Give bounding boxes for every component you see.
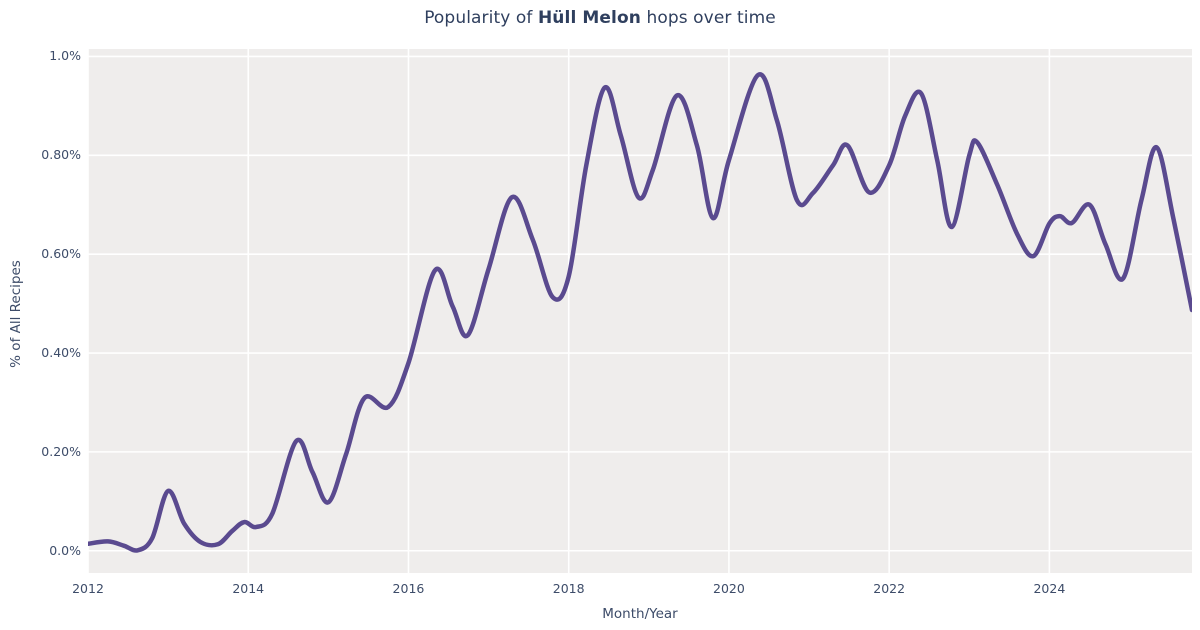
- y-tick-label-0.60%: 0.60%: [41, 246, 81, 262]
- y-tick-label-0.20%: 0.20%: [41, 443, 81, 459]
- x-tick-label-2016: 2016: [392, 581, 425, 596]
- y-tick-label-0.40%: 0.40%: [41, 345, 81, 361]
- x-tick-label-2020: 2020: [713, 581, 745, 596]
- chart-title-suffix: hops over time: [640, 8, 776, 28]
- y-tick-label-1.0%: 1.0%: [49, 48, 81, 64]
- y-tick-label-0.80%: 0.80%: [41, 147, 81, 163]
- chart-title: Popularity of Hüll Melon hops over time: [0, 8, 1200, 28]
- x-tick-label-2018: 2018: [552, 581, 585, 596]
- plot-area: [88, 49, 1192, 573]
- series-line: [88, 72, 1192, 553]
- y-tick-label-0.0%: 0.0%: [49, 542, 81, 558]
- x-tick-label-2012: 2012: [72, 581, 104, 596]
- x-axis-label: Month/Year: [602, 606, 678, 622]
- chart-title-hop-name: Hüll Melon: [537, 8, 641, 28]
- x-tick-label-2022: 2022: [873, 581, 906, 596]
- plot-canvas: [88, 49, 1192, 573]
- chart-title-prefix: Popularity of: [424, 8, 538, 28]
- x-tick-label-2014: 2014: [232, 581, 265, 596]
- x-tick-label-2024: 2024: [1033, 581, 1066, 596]
